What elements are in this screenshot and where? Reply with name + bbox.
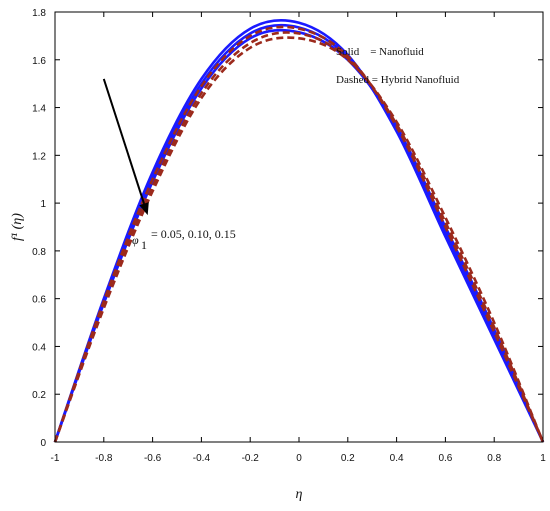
y-tick-label: 0.6 <box>32 295 46 306</box>
x-tick-label: -0.8 <box>95 453 113 464</box>
series-line-solid-1 <box>53 18 545 443</box>
y-tick-label: 0.8 <box>32 247 46 258</box>
legend-item-dashed: Dashed = Hybrid Nanofluid <box>336 74 460 86</box>
series-layer <box>53 18 545 443</box>
y-tick-label: 1 <box>40 199 46 210</box>
y-tick-label: 0.4 <box>32 342 46 353</box>
series-line-dashed-5 <box>53 31 545 443</box>
series-line-dashed-6 <box>53 36 545 443</box>
legend: Solid = Nanofluid Dashed = Hybrid Nanofl… <box>336 46 460 86</box>
x-tick-label: -1 <box>51 453 60 464</box>
y-axis-label: f¹ (η) <box>10 213 25 241</box>
y-tick-label: 1.2 <box>32 151 46 162</box>
x-tick-label: 0.6 <box>438 453 452 464</box>
plot-frame <box>54 11 544 443</box>
annotation-subscript: 1 <box>141 238 147 252</box>
x-tick-label: -0.6 <box>144 453 162 464</box>
x-tick-label: 0 <box>296 453 302 464</box>
x-axis-label: η <box>296 487 303 502</box>
annotation: φ 1 = 0.05, 0.10, 0.15 <box>102 78 236 252</box>
x-tick-label: 0.8 <box>487 453 501 464</box>
x-tick-label: 1 <box>540 453 546 464</box>
annotation-arrowhead <box>139 202 149 216</box>
annotation-text: = 0.05, 0.10, 0.15 <box>151 227 236 241</box>
x-tick-label: -0.4 <box>193 453 211 464</box>
y-tick-label: 1.6 <box>32 56 46 67</box>
annotation-arrow <box>102 78 145 204</box>
x-tick-label: -0.2 <box>242 453 260 464</box>
x-tick-label: 0.4 <box>390 453 404 464</box>
y-tick-label: 1.8 <box>32 8 46 19</box>
y-tick-label: 0 <box>40 438 46 449</box>
x-tick-label: 0.2 <box>341 453 355 464</box>
series-line-solid-2 <box>53 23 545 443</box>
annotation-symbol: φ <box>132 233 139 247</box>
y-tick-label: 1.4 <box>32 104 46 115</box>
series-line-dashed-4 <box>53 25 545 443</box>
legend-item-solid: Solid = Nanofluid <box>336 46 424 58</box>
tick-layer: -1 -0.8 -0.6 -0.4 -0.2 0 0.2 0.4 0.6 0.8 1 0 0.2 0.4 0… <box>32 8 546 464</box>
y-tick-label: 0.2 <box>32 390 46 401</box>
